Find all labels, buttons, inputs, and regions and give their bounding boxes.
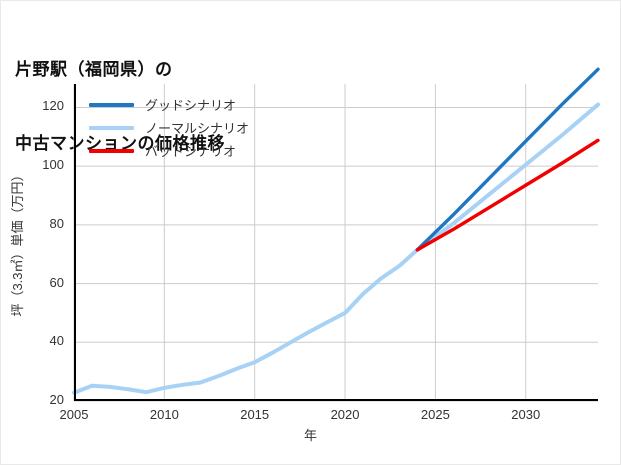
- x-tick-label: 2015: [240, 407, 270, 422]
- legend-item[interactable]: ノーマルシナリオ: [89, 116, 249, 139]
- x-tick-label: 2025: [420, 407, 450, 422]
- x-axis-line: [74, 399, 598, 401]
- legend-item[interactable]: バッドシナリオ: [89, 139, 249, 162]
- x-tick-label: 2010: [149, 407, 179, 422]
- legend-item[interactable]: グッドシナリオ: [89, 93, 249, 116]
- x-tick-label: 2030: [511, 407, 541, 422]
- chart-canvas: [72, 67, 600, 402]
- y-tick-label: 40: [49, 333, 64, 349]
- chart-legend: グッドシナリオ ノーマルシナリオ バッドシナリオ: [89, 93, 249, 162]
- chart-title-line-2: 中古マンションの価格推移: [15, 134, 225, 154]
- y-tick-label: 80: [49, 215, 64, 231]
- legend-label: バッドシナリオ: [145, 144, 237, 159]
- chart-title: 片野駅（福岡県）の 中古マンションの価格推移: [15, 9, 225, 206]
- legend-label: ノーマルシナリオ: [145, 121, 250, 136]
- y-axis-line: [74, 84, 76, 401]
- series-line: [415, 138, 600, 252]
- y-tick-label: 20: [49, 392, 64, 407]
- plot-area: [72, 67, 600, 402]
- x-tick-label: 2005: [59, 407, 89, 422]
- legend-color-swatch: [89, 125, 134, 130]
- series-line: [72, 102, 600, 395]
- series-line: [415, 67, 600, 252]
- legend-label: グッドシナリオ: [145, 98, 237, 113]
- y-tick-label: 120: [42, 98, 64, 114]
- chart-title-line-1: 片野駅（福岡県）の: [15, 60, 173, 80]
- x-axis-label: 年: [303, 428, 317, 443]
- y-axis-label: 坪（3.3㎡）単価（万円）: [10, 168, 25, 317]
- y-tick-label: 100: [42, 157, 64, 173]
- y-tick-label: 60: [49, 274, 64, 290]
- legend-color-swatch: [89, 148, 134, 153]
- x-tick-label: 2020: [330, 407, 360, 422]
- legend-color-swatch: [89, 102, 134, 107]
